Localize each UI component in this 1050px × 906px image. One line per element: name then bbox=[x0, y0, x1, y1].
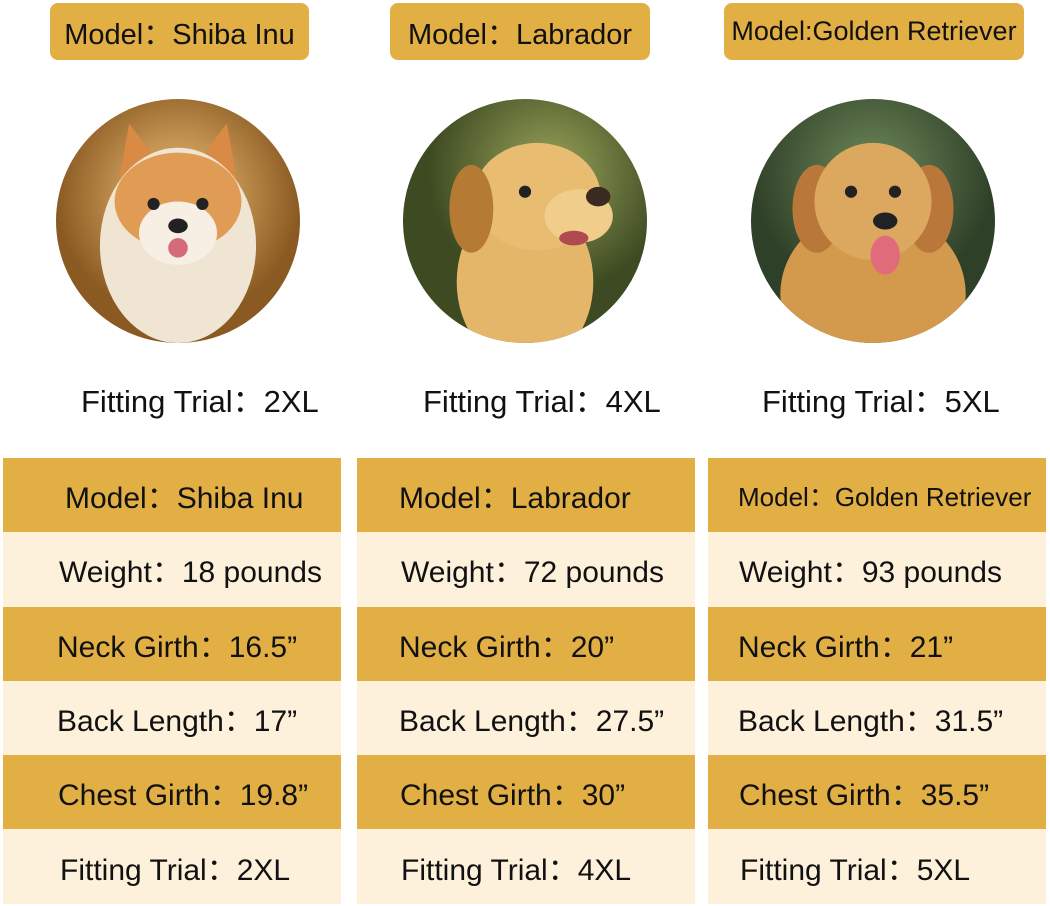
table-row: Neck Girth：16.5” bbox=[3, 606, 341, 681]
table-row: Back Length：31.5” bbox=[708, 680, 1046, 756]
table-row: Fitting Trial：2XL bbox=[3, 829, 341, 904]
table-row: Model：Labrador bbox=[357, 458, 695, 533]
labrador-photo bbox=[403, 99, 647, 343]
table-row: Back Length：17” bbox=[3, 680, 341, 756]
spec-table-shiba: Model：Shiba Inu Weight：18 pounds Neck Gi… bbox=[3, 458, 341, 904]
table-row: Neck Girth：21” bbox=[708, 606, 1046, 681]
shiba-inu-photo bbox=[56, 99, 300, 343]
model-label-shiba: Model：Shiba Inu bbox=[50, 3, 309, 60]
fitting-trial-golden: Fitting Trial：5XL bbox=[762, 384, 1000, 419]
table-row: Model：Shiba Inu bbox=[3, 458, 341, 533]
table-row: Chest Girth：35.5” bbox=[708, 755, 1046, 830]
table-row: Back Length：27.5” bbox=[357, 680, 695, 756]
fitting-trial-labrador: Fitting Trial：4XL bbox=[423, 384, 661, 419]
spec-table-golden: Model：Golden Retriever Weight：93 pounds … bbox=[708, 458, 1046, 904]
table-row: Chest Girth：19.8” bbox=[3, 755, 341, 830]
table-row: Model：Golden Retriever bbox=[708, 458, 1046, 533]
spec-table-labrador: Model：Labrador Weight：72 pounds Neck Gir… bbox=[357, 458, 695, 904]
fitting-trial-shiba: Fitting Trial：2XL bbox=[81, 384, 319, 419]
table-row: Chest Girth：30” bbox=[357, 755, 695, 830]
model-label-golden: Model:Golden Retriever bbox=[724, 3, 1024, 60]
table-row: Fitting Trial：4XL bbox=[357, 829, 695, 904]
table-row: Weight：93 pounds bbox=[708, 532, 1046, 607]
table-row: Fitting Trial：5XL bbox=[708, 829, 1046, 904]
table-row: Neck Girth：20” bbox=[357, 606, 695, 681]
table-row: Weight：72 pounds bbox=[357, 532, 695, 607]
golden-retriever-photo bbox=[751, 99, 995, 343]
table-row: Weight：18 pounds bbox=[3, 532, 341, 607]
model-label-labrador: Model：Labrador bbox=[390, 3, 650, 60]
